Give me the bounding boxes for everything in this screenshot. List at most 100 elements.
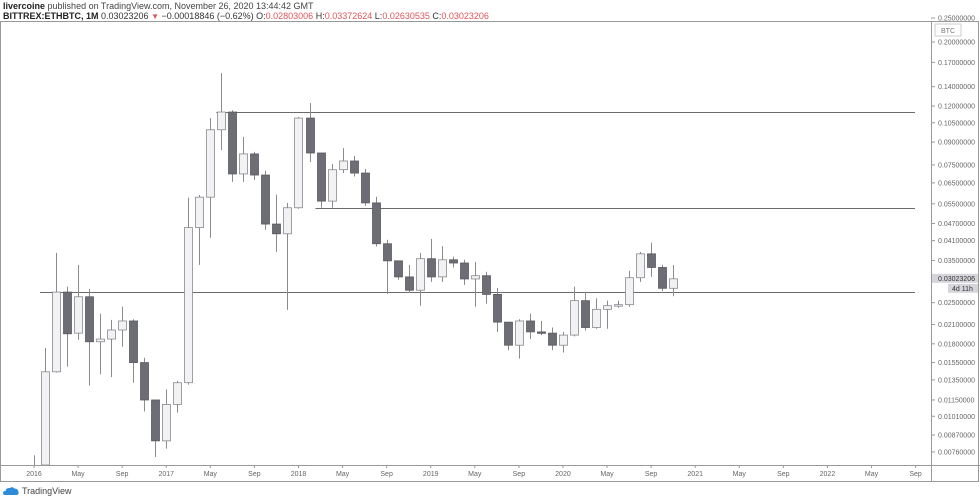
candle-body	[206, 129, 215, 198]
price-tick-label: 0.02500000	[938, 300, 975, 307]
candle	[669, 265, 678, 297]
candle-body	[85, 296, 94, 343]
candle-body	[636, 253, 645, 279]
candle	[217, 73, 226, 150]
candle	[96, 313, 105, 375]
time-tick-label: Sep	[380, 471, 393, 478]
candle-body	[118, 320, 127, 331]
candle-body	[350, 160, 359, 174]
candle	[107, 319, 116, 378]
candle	[184, 197, 193, 385]
candle-body	[151, 399, 160, 442]
time-tick-label: 2016	[26, 471, 42, 478]
author-name[interactable]: livercoine	[3, 1, 46, 11]
candle-body	[328, 169, 337, 202]
price-tick-label: 0.05500000	[938, 201, 975, 208]
tradingview-logo[interactable]: TradingView	[3, 486, 72, 496]
candle	[151, 399, 160, 457]
candle	[118, 306, 127, 347]
candle	[570, 286, 579, 337]
time-tick-label: 2022	[820, 471, 836, 478]
chart-frame	[0, 21, 979, 482]
candle	[537, 320, 546, 336]
candle	[228, 110, 237, 182]
price-tick-label: 0.12000000	[938, 104, 975, 111]
candle-body	[52, 291, 61, 373]
candle	[74, 264, 83, 340]
candle	[41, 348, 50, 465]
candle-body	[526, 320, 535, 333]
candle	[63, 286, 72, 367]
candle	[272, 194, 281, 252]
price-tick-label: 0.01550000	[938, 360, 975, 367]
candle-body	[460, 262, 469, 280]
candle	[471, 261, 480, 307]
current-price-label: 0.03023206	[938, 276, 975, 283]
candle	[372, 196, 381, 247]
candle-body	[195, 196, 204, 228]
countdown-label: 4d 11h	[952, 286, 973, 293]
candle-body	[504, 321, 513, 346]
candle-body	[173, 382, 182, 405]
time-tick-label: 2021	[687, 471, 703, 478]
candle-body	[217, 111, 226, 131]
candle	[405, 264, 414, 294]
time-tick-label: Sep	[513, 471, 526, 478]
price-tick-label: 0.01800000	[938, 341, 975, 348]
time-tick-label: 2017	[158, 471, 174, 478]
candle-body	[261, 174, 270, 225]
candle	[173, 380, 182, 413]
candle	[328, 163, 337, 208]
price-tick-label: 0.01150000	[938, 397, 975, 404]
candle	[129, 319, 138, 383]
candle-body	[614, 304, 623, 307]
price-tick-label: 0.25000000	[938, 16, 975, 23]
candle	[206, 118, 215, 238]
candle	[515, 319, 524, 359]
candle	[195, 195, 204, 265]
price-tick-label: 0.06500000	[938, 180, 975, 187]
candle	[636, 251, 645, 282]
candle	[504, 321, 513, 351]
candle-body	[63, 291, 72, 335]
candle-body	[294, 117, 303, 209]
candle-body	[559, 334, 568, 346]
candle-body	[272, 223, 281, 235]
price-tick-label: 0.17000000	[938, 60, 975, 67]
candle-body	[96, 338, 105, 343]
candle-body	[372, 202, 381, 245]
price-tick-label: 0.20000000	[938, 40, 975, 47]
candle	[250, 151, 259, 180]
time-tick-label: May	[865, 471, 879, 478]
candle-body	[239, 153, 248, 175]
candle-body	[228, 111, 237, 175]
candle-body	[482, 275, 491, 295]
candle-body	[361, 172, 370, 204]
candle	[460, 259, 469, 285]
candle-body	[74, 296, 83, 334]
price-tick-label: 0.09000000	[938, 140, 975, 147]
candle-body	[449, 259, 458, 264]
candle-body	[471, 275, 480, 280]
candle	[239, 136, 248, 182]
low-value: 0.02630535	[382, 11, 430, 21]
candle	[526, 313, 535, 340]
candle-body	[592, 308, 601, 328]
candle	[416, 252, 425, 306]
time-tick-label: Sep	[116, 471, 129, 478]
candle-body	[306, 117, 315, 154]
candle-body	[184, 227, 193, 384]
time-tick-label: Sep	[909, 471, 922, 478]
candle-body	[162, 404, 171, 442]
candle	[52, 252, 61, 373]
candle	[449, 256, 458, 268]
price-tick-label: 0.01010000	[938, 414, 975, 421]
candle-body	[394, 260, 403, 278]
candle	[603, 300, 612, 329]
time-tick-label: May	[71, 471, 85, 478]
price-tick-label: 0.01350000	[938, 377, 975, 384]
time-tick-label: Sep	[248, 471, 261, 478]
candle	[350, 155, 359, 177]
current-price-marker: 0.03023206 4d 11h	[932, 273, 978, 293]
